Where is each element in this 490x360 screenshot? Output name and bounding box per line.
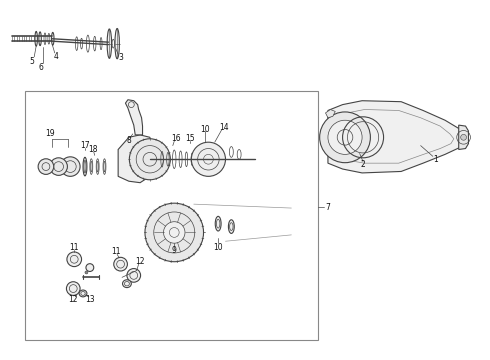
Text: 16: 16 <box>171 134 180 143</box>
Text: 3: 3 <box>118 53 123 62</box>
Circle shape <box>50 158 68 175</box>
Text: 12: 12 <box>69 295 78 304</box>
Text: 5: 5 <box>29 57 34 66</box>
Ellipse shape <box>215 216 221 231</box>
Bar <box>25 91 318 340</box>
Circle shape <box>61 157 80 176</box>
Ellipse shape <box>86 264 94 271</box>
Ellipse shape <box>122 280 131 288</box>
Polygon shape <box>125 100 143 135</box>
Text: 12: 12 <box>135 257 145 266</box>
Ellipse shape <box>228 220 234 233</box>
Text: 19: 19 <box>45 129 55 138</box>
Text: 14: 14 <box>220 123 229 132</box>
Text: 10: 10 <box>200 125 210 134</box>
Polygon shape <box>328 101 465 173</box>
Circle shape <box>328 120 362 154</box>
Polygon shape <box>325 109 335 118</box>
Text: 17: 17 <box>80 141 90 150</box>
Ellipse shape <box>115 28 120 59</box>
Text: 8: 8 <box>126 136 131 145</box>
Circle shape <box>129 139 171 180</box>
Ellipse shape <box>79 290 87 297</box>
Text: 7: 7 <box>325 203 330 212</box>
Text: 2: 2 <box>361 159 366 168</box>
Text: 9: 9 <box>172 247 177 256</box>
Text: 18: 18 <box>88 145 98 154</box>
Ellipse shape <box>96 159 99 174</box>
Circle shape <box>38 159 54 174</box>
Polygon shape <box>459 125 468 149</box>
Text: 11: 11 <box>70 243 79 252</box>
Text: 11: 11 <box>111 247 121 256</box>
Text: 6: 6 <box>39 63 44 72</box>
Circle shape <box>114 257 127 271</box>
Polygon shape <box>118 135 153 183</box>
Circle shape <box>127 269 141 282</box>
Ellipse shape <box>90 159 93 174</box>
Text: 13: 13 <box>85 295 95 304</box>
Circle shape <box>145 203 203 262</box>
Text: 4: 4 <box>53 52 58 61</box>
Circle shape <box>191 142 225 176</box>
Ellipse shape <box>83 157 87 176</box>
Text: 15: 15 <box>186 134 195 143</box>
Circle shape <box>67 252 81 267</box>
Text: 1: 1 <box>433 155 438 164</box>
Circle shape <box>164 222 185 243</box>
Circle shape <box>461 134 466 140</box>
Circle shape <box>319 112 370 163</box>
Ellipse shape <box>107 29 112 58</box>
Circle shape <box>67 282 80 296</box>
Ellipse shape <box>103 159 106 174</box>
Circle shape <box>85 271 88 274</box>
Text: 10: 10 <box>213 243 223 252</box>
